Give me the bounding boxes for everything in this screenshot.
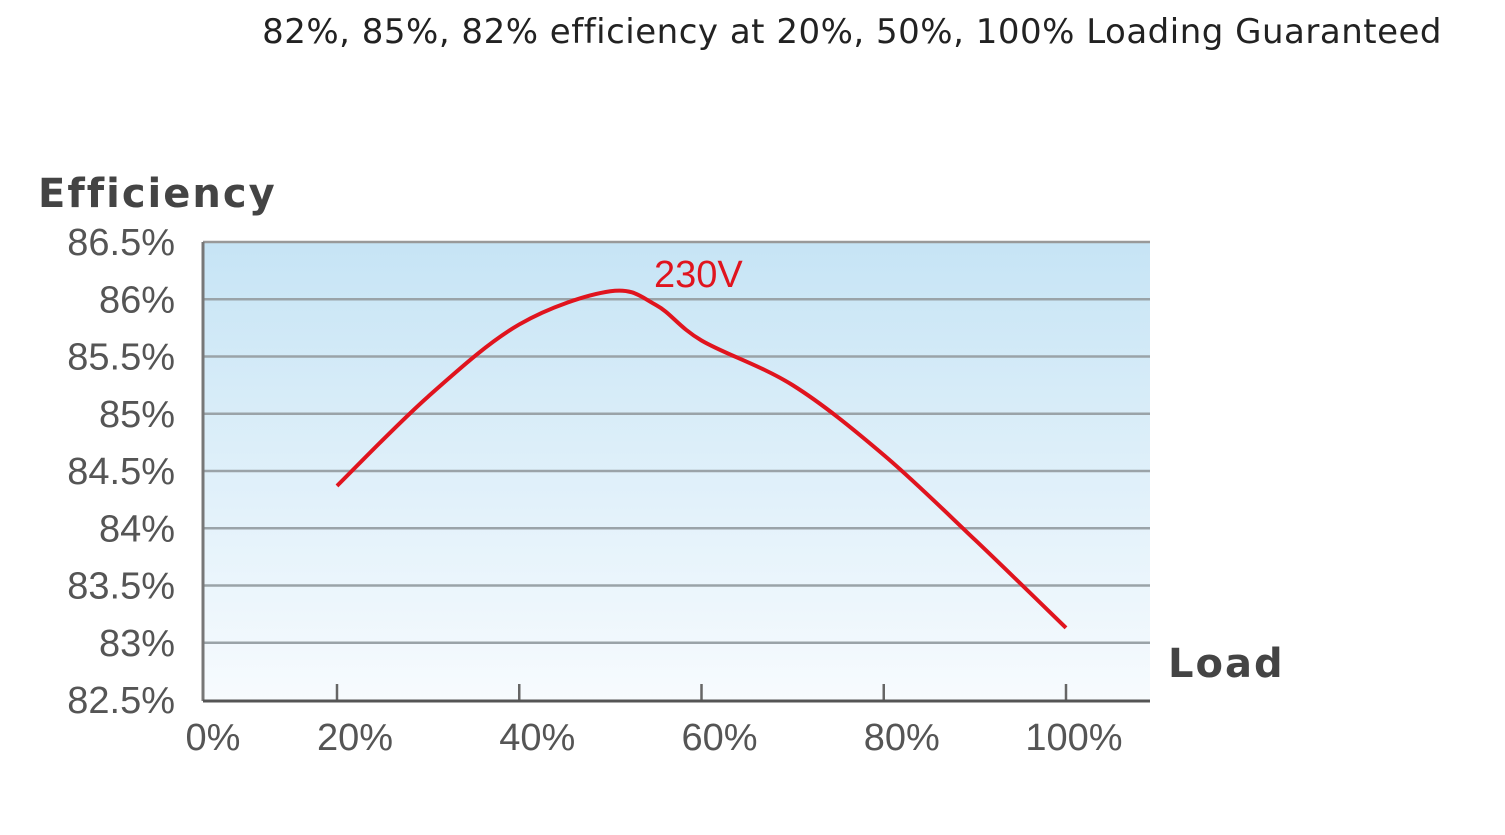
x-tick-label: 100%	[1025, 717, 1122, 759]
y-tick-label: 85%	[99, 394, 175, 436]
y-tick-label: 86.5%	[67, 222, 175, 264]
y-tick-label: 86%	[99, 279, 175, 321]
x-tick-label: 60%	[681, 717, 757, 759]
series-line-230v	[335, 288, 1068, 630]
y-tick-label: 84%	[99, 508, 175, 550]
y-tick-label: 82.5%	[67, 680, 175, 722]
x-tick-label: 20%	[317, 717, 393, 759]
x-axis-title: Load	[1168, 641, 1285, 687]
y-tick-label: 85.5%	[67, 337, 175, 379]
x-tick-label: 0%	[186, 717, 241, 759]
x-tick-label: 80%	[864, 717, 940, 759]
y-axis-title: Efficiency	[38, 171, 277, 217]
y-tick-label: 84.5%	[67, 451, 175, 493]
x-tick-label: 40%	[499, 717, 575, 759]
y-tick-label: 83.5%	[67, 566, 175, 608]
headline: 82%, 85%, 82% efficiency at 20%, 50%, 10…	[262, 12, 1442, 52]
y-tick-label: 83%	[99, 623, 175, 665]
series-label: 230V	[654, 254, 743, 296]
